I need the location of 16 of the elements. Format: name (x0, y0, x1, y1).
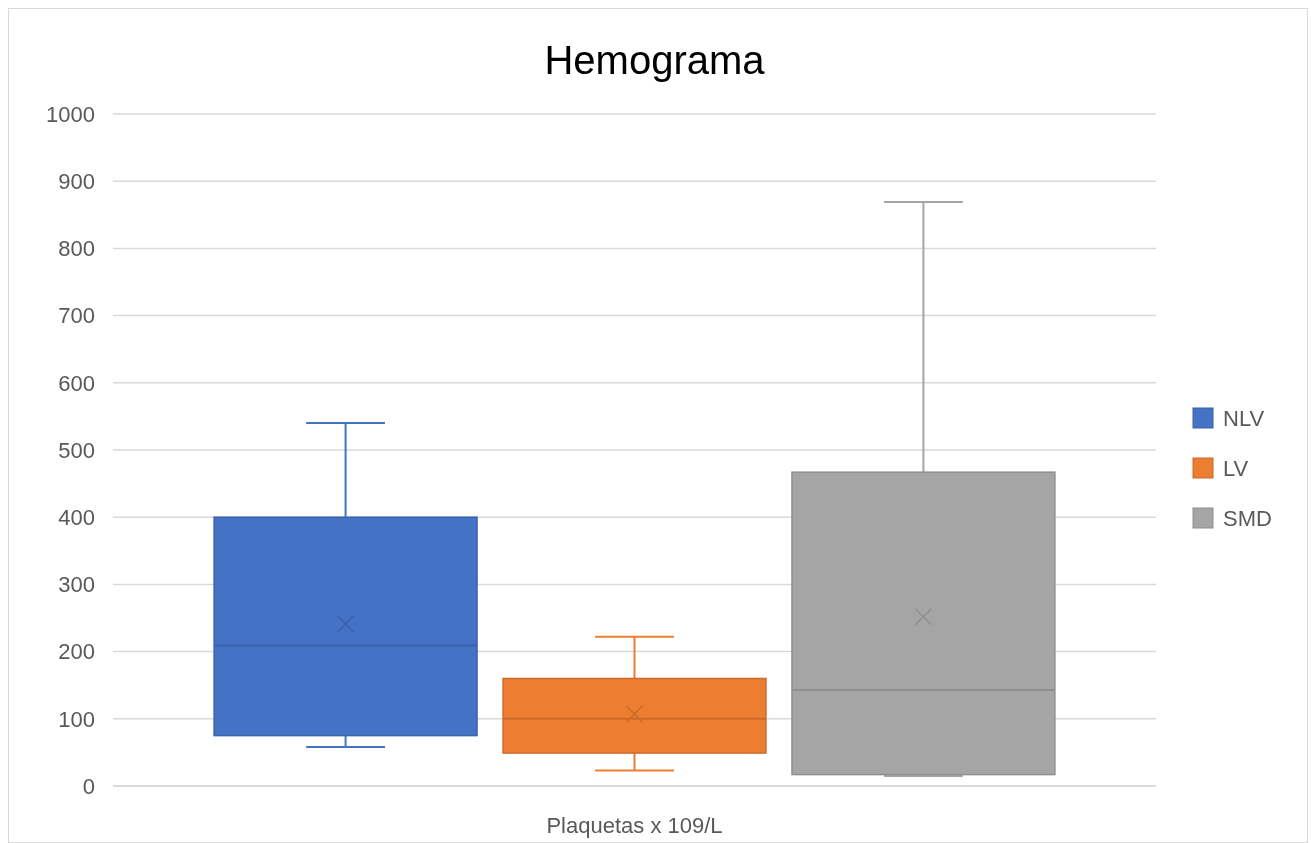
y-tick-label: 200 (58, 639, 95, 665)
chart-title: Hemograma (544, 38, 766, 82)
y-tick-label: 0 (82, 773, 95, 799)
y-tick-label: 100 (58, 706, 95, 732)
y-tick-label: 500 (58, 437, 95, 463)
legend-label: SMD (1223, 505, 1272, 531)
y-tick-label: 700 (58, 303, 95, 329)
y-tick-label: 300 (58, 572, 95, 598)
y-tick-label: 900 (58, 168, 95, 194)
legend-label: LV (1223, 455, 1249, 481)
y-tick-label: 1000 (46, 101, 95, 127)
y-tick-label: 400 (58, 504, 95, 530)
x-tick-label: Plaquetas x 109/L (546, 813, 723, 838)
legend-label: NLV (1223, 405, 1265, 431)
y-tick-label: 800 (58, 236, 95, 262)
y-tick-label: 600 (58, 370, 95, 396)
